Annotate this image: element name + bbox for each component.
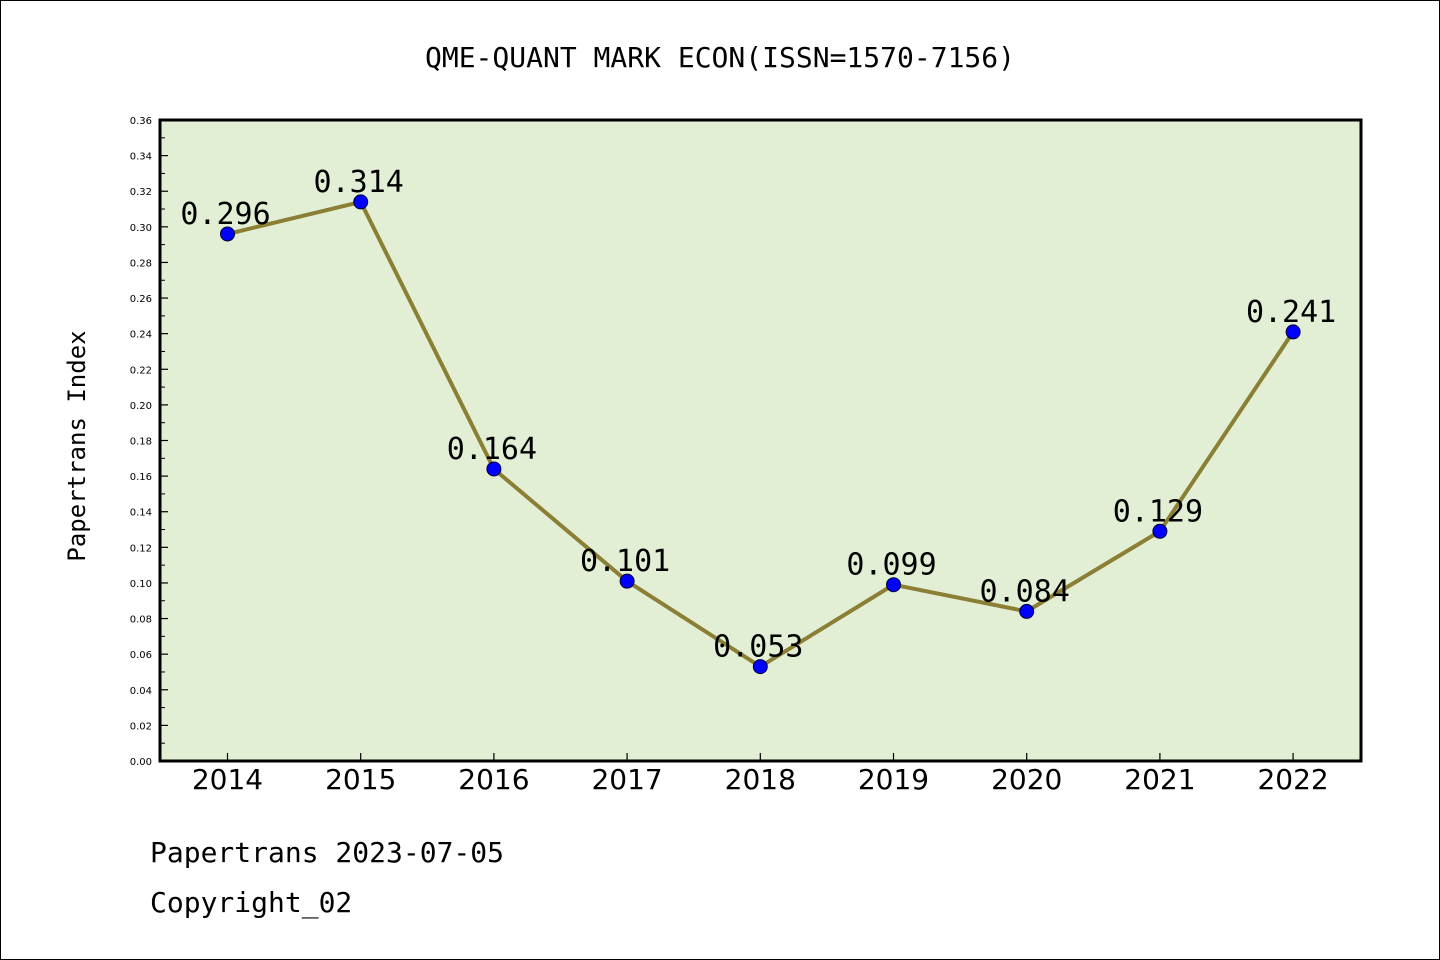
y-tick-label: 0.26 xyxy=(130,294,152,305)
x-tick-label: 2018 xyxy=(725,763,796,796)
series-layer xyxy=(220,194,1301,675)
y-tick-label: 0.22 xyxy=(130,365,152,376)
y-tick-label: 0.08 xyxy=(130,615,152,626)
data-label: 0.164 xyxy=(447,432,537,467)
y-tick-label: 0.30 xyxy=(130,223,152,234)
data-label: 0.296 xyxy=(180,197,270,232)
y-axis-ticks: 0.00 0.02 0.04 0.06 0.08 0.10 0.12 0.14 0.16 0.18… xyxy=(130,116,168,768)
y-tick-label: 0.12 xyxy=(130,543,152,554)
y-tick-label: 0.18 xyxy=(130,437,152,448)
data-point xyxy=(619,573,635,589)
x-tick-label: 2017 xyxy=(591,763,662,796)
x-axis-ticks: 2014 2015 2016 2017 2018 2019 2020 2021 2022 xyxy=(192,753,1329,796)
data-label: 0.053 xyxy=(713,630,803,665)
y-tick-label: 0.14 xyxy=(130,508,152,519)
y-tick-label: 0.24 xyxy=(130,330,152,341)
y-tick-label: 0.20 xyxy=(130,401,152,412)
x-tick-label: 2020 xyxy=(991,763,1062,796)
data-label: 0.129 xyxy=(1113,494,1203,529)
x-tick-label: 2022 xyxy=(1257,763,1328,796)
x-tick-label: 2014 xyxy=(192,763,263,796)
y-tick-label: 0.28 xyxy=(130,258,152,269)
data-label: 0.101 xyxy=(580,544,670,579)
data-point xyxy=(1152,523,1168,539)
y-tick-label: 0.16 xyxy=(130,472,152,483)
data-point xyxy=(1285,324,1301,340)
plot-area xyxy=(158,118,1363,763)
y-tick-label: 0.06 xyxy=(130,650,152,661)
y-axis-label: Papertrans Index xyxy=(63,330,91,561)
footer-date-text: Papertrans 2023-07-05 xyxy=(150,836,505,869)
y-tick-label: 0.34 xyxy=(130,152,152,163)
x-tick-label: 2015 xyxy=(325,763,396,796)
y-tick-label: 0.32 xyxy=(130,187,152,198)
footer-copyright-text: Copyright_02 xyxy=(150,886,353,919)
x-tick-label: 2019 xyxy=(858,763,929,796)
data-label: 0.314 xyxy=(314,165,404,200)
data-point xyxy=(220,226,235,242)
data-point xyxy=(1019,603,1035,619)
y-tick-label: 0.02 xyxy=(130,721,152,732)
y-tick-label: 0.00 xyxy=(130,757,152,768)
data-point xyxy=(886,577,901,593)
y-tick-label: 0.04 xyxy=(130,686,152,697)
x-tick-label: 2021 xyxy=(1124,763,1195,796)
y-tick-label: 0.10 xyxy=(130,579,152,590)
data-label: 0.099 xyxy=(846,548,936,583)
data-point xyxy=(486,461,502,477)
data-point xyxy=(353,194,369,210)
chart-title: QME-QUANT MARK ECON(ISSN=1570-7156) xyxy=(425,41,1015,74)
data-point xyxy=(752,659,768,675)
x-tick-label: 2016 xyxy=(458,763,529,796)
data-labels: 0.296 0.314 0.164 0.101 0.053 0.099 0.084 0.129… xyxy=(180,165,1336,665)
data-label: 0.241 xyxy=(1246,295,1336,330)
data-label: 0.084 xyxy=(980,574,1070,609)
y-tick-label: 0.36 xyxy=(130,116,152,127)
